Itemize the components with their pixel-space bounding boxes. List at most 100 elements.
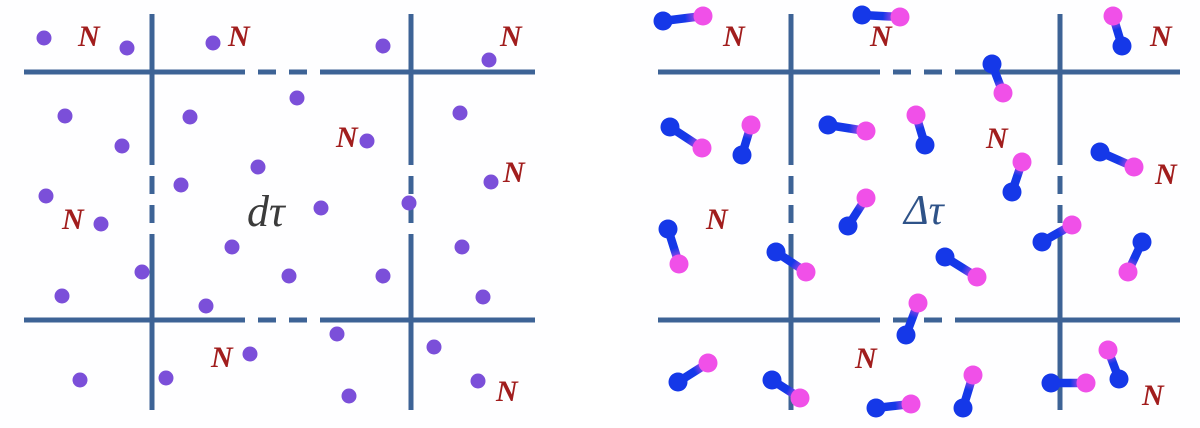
- molecule-22: [1098, 340, 1129, 389]
- particle-dot-25: [475, 289, 491, 305]
- left-grid-lines: [24, 14, 535, 410]
- molecule-atom-blue-10: [658, 219, 678, 239]
- molecule-atom-magenta-1: [890, 7, 910, 27]
- molecule-12: [766, 242, 816, 282]
- molecule-atom-blue-18: [762, 370, 782, 390]
- molecule-6: [906, 105, 935, 155]
- molecule-atom-blue-17: [668, 372, 688, 392]
- particle-dot-24: [198, 298, 214, 314]
- particle-dot-29: [72, 372, 88, 388]
- molecule-14: [1118, 232, 1152, 282]
- molecule-atom-blue-8: [1090, 142, 1110, 162]
- molecule-atom-blue-16: [896, 325, 916, 345]
- particle-dot-3: [375, 38, 391, 54]
- particle-dot-22: [375, 268, 391, 284]
- right-grid-lines: [658, 14, 1180, 410]
- right-panel-canvas: [653, 5, 1180, 418]
- particle-count-label-right-2: N: [1150, 20, 1172, 53]
- molecule-9: [1002, 152, 1032, 202]
- particle-count-label-right-7: N: [1142, 379, 1164, 412]
- differential-volume-label: dτ: [247, 187, 285, 236]
- particle-dot-17: [93, 216, 109, 232]
- finite-volume-panel: N N N N N N N N Δτ: [620, 0, 1200, 428]
- molecule-19: [866, 394, 921, 418]
- left-panel-canvas: [24, 14, 535, 410]
- molecule-atom-blue-19: [866, 398, 886, 418]
- molecule-atom-magenta-20: [963, 365, 983, 385]
- molecule-atom-blue-9: [1002, 182, 1022, 202]
- molecule-11: [838, 188, 876, 236]
- molecule-2: [1103, 6, 1132, 56]
- molecule-atom-blue-12: [766, 242, 786, 262]
- molecule-atom-blue-3: [982, 54, 1002, 74]
- molecule-atom-blue-7: [732, 145, 752, 165]
- particle-count-label-right-4: N: [1155, 158, 1177, 191]
- molecule-atom-magenta-18: [790, 388, 810, 408]
- particle-dot-11: [250, 159, 266, 175]
- particle-count-label-left-1: N: [228, 20, 250, 53]
- molecule-21: [1041, 373, 1096, 393]
- particle-count-label-left-5: N: [62, 203, 84, 236]
- particle-count-label-left-2: N: [500, 20, 522, 53]
- particle-count-label-right-6: N: [855, 342, 877, 375]
- molecule-atom-magenta-10: [669, 254, 689, 274]
- molecule-atom-magenta-0: [693, 6, 713, 26]
- molecule-atom-blue-5: [818, 115, 838, 135]
- molecule-atom-blue-15: [935, 247, 955, 267]
- molecule-atom-magenta-14: [1118, 262, 1138, 282]
- molecule-atom-magenta-7: [741, 115, 761, 135]
- particle-count-label-left-4: N: [503, 156, 525, 189]
- particle-count-label-right-3: N: [986, 122, 1008, 155]
- molecule-atom-blue-1: [852, 5, 872, 25]
- molecule-13: [1032, 215, 1082, 252]
- particle-dot-18: [224, 239, 240, 255]
- particle-dot-0: [36, 30, 52, 46]
- molecule-5: [818, 115, 876, 141]
- left-particle-group: [36, 30, 499, 404]
- molecule-atom-blue-6: [915, 135, 935, 155]
- particle-dot-9: [114, 138, 130, 154]
- differential-volume-panel: N N N N N N N N dτ: [0, 0, 560, 428]
- particle-count-label-right-1: N: [870, 20, 892, 53]
- molecule-4: [660, 117, 712, 158]
- particle-dot-2: [205, 35, 221, 51]
- particle-dot-30: [158, 370, 174, 386]
- particle-dot-32: [470, 373, 486, 389]
- molecule-atom-magenta-5: [856, 121, 876, 141]
- particle-dot-15: [313, 200, 329, 216]
- molecule-atom-blue-13: [1032, 232, 1052, 252]
- molecule-8: [1090, 142, 1144, 177]
- molecule-atom-magenta-11: [856, 188, 876, 208]
- molecule-atom-magenta-13: [1062, 215, 1082, 235]
- particle-dot-8: [452, 105, 468, 121]
- molecule-atom-magenta-2: [1103, 6, 1123, 26]
- particle-dot-6: [182, 109, 198, 125]
- particle-dot-20: [134, 264, 150, 280]
- particle-count-label-left-0: N: [78, 20, 100, 53]
- finite-volume-label: Δτ: [904, 188, 944, 234]
- molecule-atom-magenta-19: [901, 394, 921, 414]
- particle-dot-26: [329, 326, 345, 342]
- molecule-7: [732, 115, 761, 165]
- particle-dot-28: [242, 346, 258, 362]
- molecule-0: [653, 6, 713, 31]
- particle-dot-16: [401, 195, 417, 211]
- particle-count-label-left-6: N: [211, 341, 233, 374]
- particle-count-label-right-0: N: [723, 20, 745, 53]
- particle-dot-5: [57, 108, 73, 124]
- molecule-15: [935, 247, 987, 287]
- molecule-atom-magenta-9: [1012, 152, 1032, 172]
- molecule-atom-blue-4: [660, 117, 680, 137]
- molecule-18: [762, 370, 810, 408]
- molecule-16: [896, 293, 928, 345]
- particle-dot-4: [481, 52, 497, 68]
- molecule-atom-magenta-17: [698, 353, 718, 373]
- molecule-1: [852, 5, 910, 27]
- particle-dot-14: [483, 174, 499, 190]
- particle-dot-21: [281, 268, 297, 284]
- molecule-atom-blue-21: [1041, 373, 1061, 393]
- molecule-atom-blue-14: [1132, 232, 1152, 252]
- molecule-atom-magenta-15: [967, 267, 987, 287]
- molecule-atom-magenta-4: [692, 138, 712, 158]
